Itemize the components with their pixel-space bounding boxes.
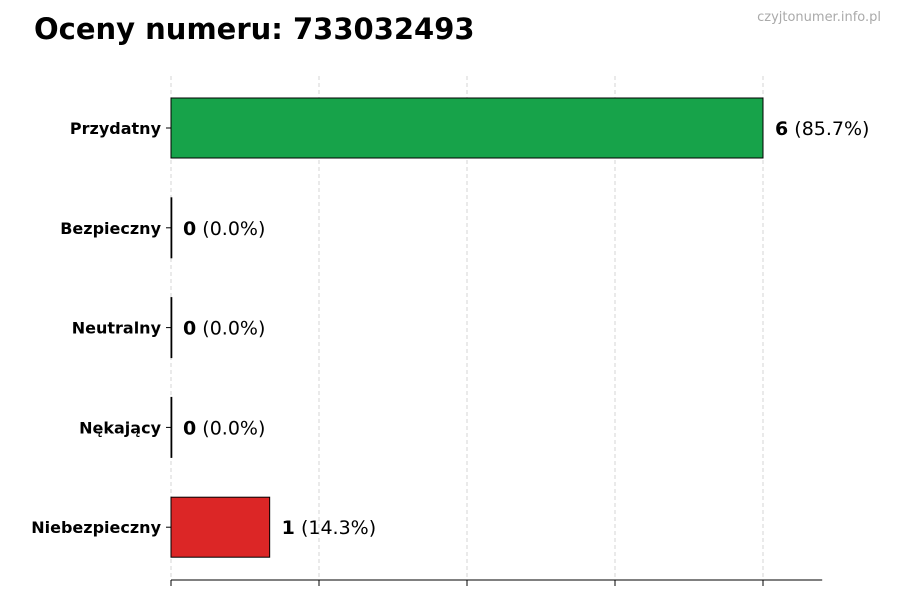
category-label: Neutralny (72, 319, 162, 338)
percent-label: (0.0%) (202, 417, 265, 439)
bar (170, 496, 271, 558)
data-label: 0 (0.0%) (183, 417, 265, 439)
percent-label: (14.3%) (301, 517, 376, 539)
bar (170, 197, 173, 259)
data-label: 1 (14.3%) (282, 517, 376, 539)
percent-label: (0.0%) (202, 218, 265, 240)
category-label: Przydatny (70, 119, 162, 138)
value-label: 0 (183, 218, 196, 240)
bar (170, 97, 764, 159)
value-label: 0 (183, 417, 196, 439)
data-label: 0 (0.0%) (183, 218, 265, 240)
percent-label: (0.0%) (202, 318, 265, 340)
data-label: 0 (0.0%) (183, 318, 265, 340)
category-label: Niebezpieczny (31, 518, 161, 537)
category-label: Nękający (79, 418, 161, 437)
value-label: 6 (775, 118, 788, 140)
watermark: czyjtonumer.info.pl (757, 10, 881, 25)
category-label: Bezpieczny (60, 219, 161, 238)
value-label: 0 (183, 318, 196, 340)
chart-title: Oceny numeru: 733032493 (34, 12, 475, 46)
value-label: 1 (282, 517, 295, 539)
data-label: 6 (85.7%) (775, 118, 869, 140)
bar (170, 396, 173, 458)
percent-label: (85.7%) (794, 118, 869, 140)
bar (170, 297, 173, 359)
